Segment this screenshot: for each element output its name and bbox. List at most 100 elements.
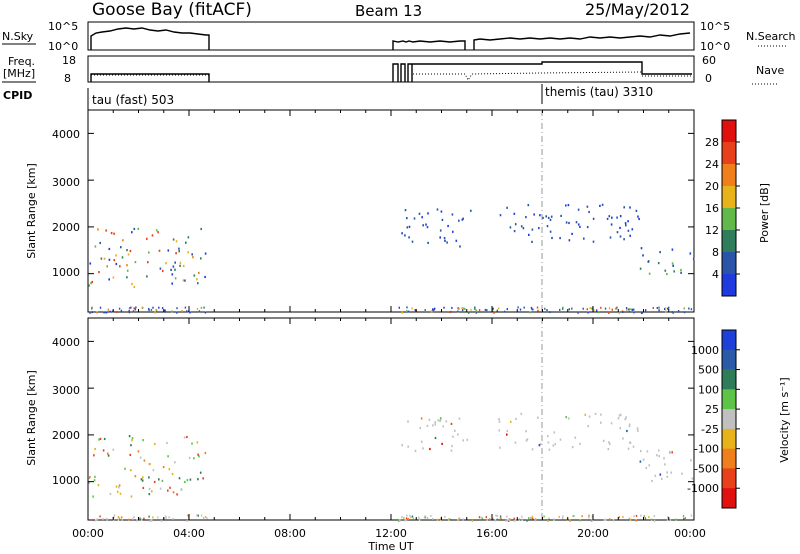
scatter-cell	[406, 310, 408, 312]
scatter-cell	[452, 435, 454, 438]
scatter-cell	[571, 446, 574, 449]
scatter-cell	[528, 233, 530, 236]
scatter-cell	[627, 229, 630, 232]
scatter-cell	[204, 252, 207, 255]
velocity-ytick-3000: 3000	[52, 384, 80, 397]
scatter-cell	[636, 427, 639, 430]
scatter-cell	[567, 204, 570, 207]
scatter-cell	[439, 229, 442, 232]
scatter-cell	[448, 518, 450, 521]
scatter-cell	[582, 307, 584, 310]
scatter-cell	[461, 218, 464, 221]
scatter-cell	[526, 438, 529, 441]
scatter-cell	[151, 519, 153, 522]
scatter-cell	[579, 519, 581, 522]
scatter-cell	[398, 519, 400, 522]
xtick-0400: 04:00	[173, 527, 205, 540]
scatter-cell	[513, 517, 515, 520]
scatter-cell	[411, 240, 414, 243]
scatter-cell	[182, 264, 185, 268]
scatter-cell	[411, 515, 414, 518]
scatter-cell	[174, 268, 176, 271]
scatter-cell	[514, 519, 517, 522]
scatter-cell	[432, 424, 434, 427]
scatter-cell	[98, 438, 100, 441]
scatter-cell	[449, 311, 451, 314]
scatter-cell	[444, 239, 446, 242]
scatter-cell	[401, 516, 403, 519]
scatter-cell	[186, 310, 188, 313]
scatter-cell	[684, 517, 687, 520]
scatter-cell	[588, 210, 590, 214]
scatter-cell	[157, 516, 159, 519]
scatter-cell	[171, 282, 173, 285]
x-axis-label: Time UT	[367, 540, 413, 553]
scatter-cell	[673, 270, 675, 273]
scatter-cell	[608, 311, 610, 314]
scatter-cell	[437, 419, 439, 422]
scatter-cell	[485, 516, 487, 519]
scatter-cell	[449, 518, 452, 521]
velocity-ylabel: Slant Range [km]	[25, 370, 38, 466]
scatter-cell	[108, 247, 111, 251]
scatter-cell	[167, 489, 169, 492]
scatter-cell	[455, 239, 458, 242]
scatter-cell	[659, 251, 661, 254]
nsky-tick-top: 10^5	[48, 20, 78, 33]
scatter-cell	[539, 214, 541, 217]
scatter-cell	[659, 473, 662, 476]
scatter-cell	[129, 249, 132, 253]
scatter-cell	[628, 310, 631, 313]
scatter-cell	[619, 427, 622, 430]
scatter-cell	[637, 215, 639, 218]
scatter-cell	[665, 310, 667, 313]
scatter-cell	[683, 517, 685, 520]
scatter-cell	[569, 519, 571, 522]
scatter-cell	[509, 226, 512, 229]
scatter-cell	[426, 226, 429, 229]
scatter-cell	[625, 224, 627, 227]
scatter-cell	[172, 238, 175, 241]
scatter-cell	[562, 515, 564, 518]
scatter-cell	[549, 230, 552, 233]
scatter-cell	[406, 306, 408, 309]
scatter-cell	[592, 217, 595, 220]
colorbar-segment	[722, 164, 736, 187]
scatter-cell	[181, 310, 183, 313]
scatter-cell	[588, 514, 590, 517]
scatter-cell	[410, 516, 412, 519]
scatter-cell	[116, 490, 119, 493]
scatter-cell	[141, 306, 143, 309]
colorbar-segment	[722, 230, 736, 253]
scatter-cell	[606, 217, 609, 220]
nsky-tick-bottom: 10^0	[48, 40, 78, 53]
scatter-cell	[568, 239, 571, 242]
scatter-cell	[439, 419, 441, 423]
xtick-1200: 12:00	[375, 527, 407, 540]
nsky-right-tick-bottom: 10^0	[700, 40, 730, 53]
scatter-cell	[587, 425, 589, 428]
scatter-cell	[407, 445, 409, 448]
scatter-cell	[514, 441, 517, 444]
scatter-cell	[439, 417, 442, 420]
scatter-cell	[450, 449, 453, 452]
scatter-cell	[429, 447, 431, 451]
scatter-cell	[432, 517, 434, 520]
scatter-cell	[109, 492, 112, 496]
scatter-cell	[165, 517, 167, 520]
scatter-cell	[637, 429, 639, 432]
scatter-cell	[533, 213, 535, 216]
scatter-cell	[579, 225, 581, 228]
scatter-cell	[178, 477, 181, 480]
scatter-cell	[588, 516, 590, 519]
scatter-cell	[675, 518, 677, 521]
scatter-cell	[627, 447, 630, 450]
scatter-cell	[641, 311, 644, 314]
scatter-cell	[131, 439, 133, 442]
scatter-cell	[191, 253, 193, 256]
colorbar-tick-label: 16	[705, 202, 719, 215]
scatter-cell	[640, 514, 642, 517]
scatter-cell	[97, 484, 100, 487]
scatter-cell	[462, 518, 464, 521]
scatter-cell	[447, 224, 449, 228]
